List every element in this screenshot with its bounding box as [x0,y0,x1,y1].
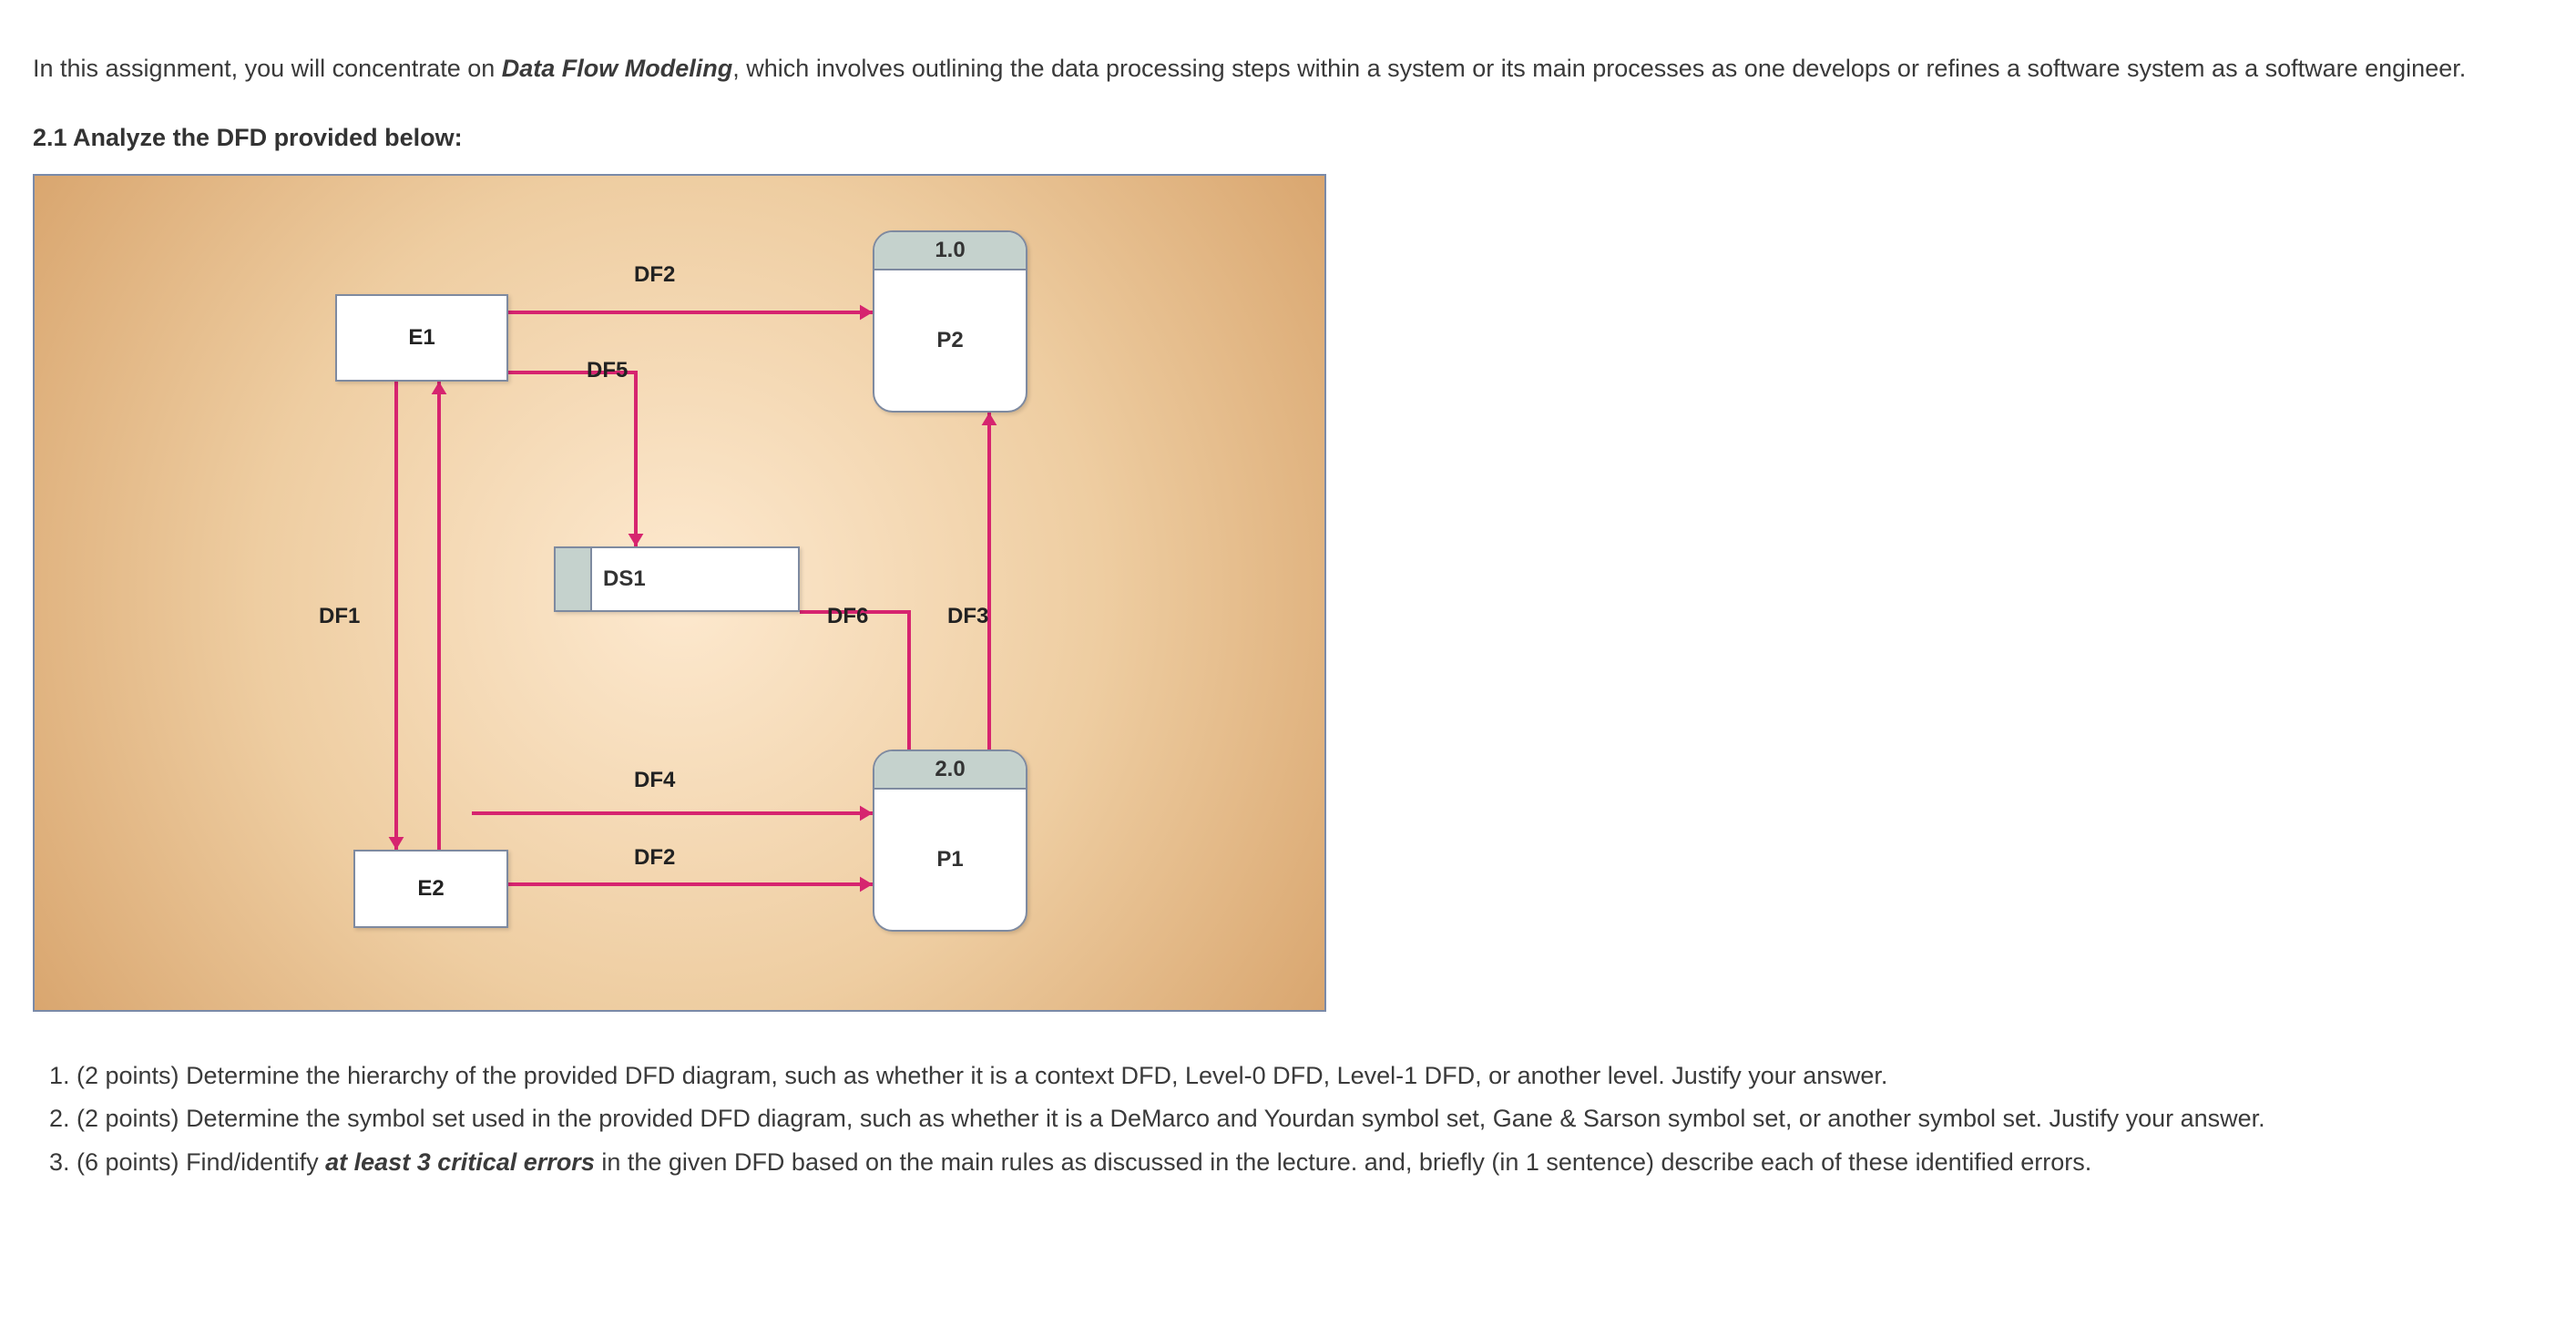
dfd-arrowhead-2 [389,837,404,850]
question-3: (6 points) Find/identify at least 3 crit… [77,1144,2543,1182]
dfd-entity-E2: E2 [353,850,508,928]
intro-after: , which involves outlining the data proc… [732,55,2466,82]
dfd-flow-label-DF3: DF3 [947,604,988,629]
q3-after: in the given DFD based on the main rules… [595,1148,2091,1176]
dfd-process-P2: 1.0P2 [873,230,1027,413]
section-title: 2.1 Analyze the DFD provided below: [33,124,2543,152]
q3-em1: at least 3 [325,1148,431,1176]
intro-before: In this assignment, you will concentrate… [33,55,502,82]
dfd-arrowhead-5 [982,413,997,425]
dfd-flow-label-DF5: DF5 [587,358,628,383]
dfd-diagram: E1 E2 1.0P2 2.0P1 DS1 DF2 DF5 DF1 DF6 DF3 DF4 DF2 [33,174,1326,1012]
datastore-label: DS1 [590,546,800,612]
q3-before: Find/identify [186,1148,325,1176]
process-header: 2.0 [874,751,1026,790]
dfd-arrowhead-0 [860,304,873,320]
dfd-arrowhead-3 [432,382,447,394]
datastore-tab [554,546,590,612]
q2-body: Determine the symbol set used in the pro… [186,1105,2265,1132]
process-label: P2 [874,270,1026,411]
dfd-arrowhead-6 [860,805,873,821]
process-header: 1.0 [874,232,1026,270]
dfd-arrowhead-7 [860,876,873,892]
process-label: P1 [874,790,1026,930]
q1-points: (2 points) [77,1062,186,1089]
dfd-flow-label-DF2b: DF2 [634,845,675,871]
q3-em2: critical errors [437,1148,595,1176]
dfd-process-P1: 2.0P1 [873,750,1027,932]
assignment-page: In this assignment, you will concentrate… [0,0,2576,1213]
q3-points: (6 points) [77,1148,186,1176]
dfd-arrowhead-1 [629,534,644,546]
question-1: (2 points) Determine the hierarchy of th… [77,1057,2543,1096]
dfd-datastore-DS1: DS1 [554,546,800,612]
dfd-flow-label-DF2a: DF2 [634,262,675,288]
dfd-flow-4 [800,612,909,750]
intro-paragraph: In this assignment, you will concentrate… [33,50,2543,87]
dfd-flow-1 [508,372,636,546]
dfd-flow-label-DF6: DF6 [827,604,868,629]
dfd-flow-label-DF1: DF1 [319,604,360,629]
q1-body: Determine the hierarchy of the provided … [186,1062,1887,1089]
questions-list: (2 points) Determine the hierarchy of th… [33,1057,2543,1183]
q2-points: (2 points) [77,1105,186,1132]
intro-emph: Data Flow Modeling [502,55,733,82]
question-2: (2 points) Determine the symbol set used… [77,1100,2543,1138]
dfd-flow-label-DF4: DF4 [634,768,675,793]
dfd-entity-E1: E1 [335,294,508,382]
